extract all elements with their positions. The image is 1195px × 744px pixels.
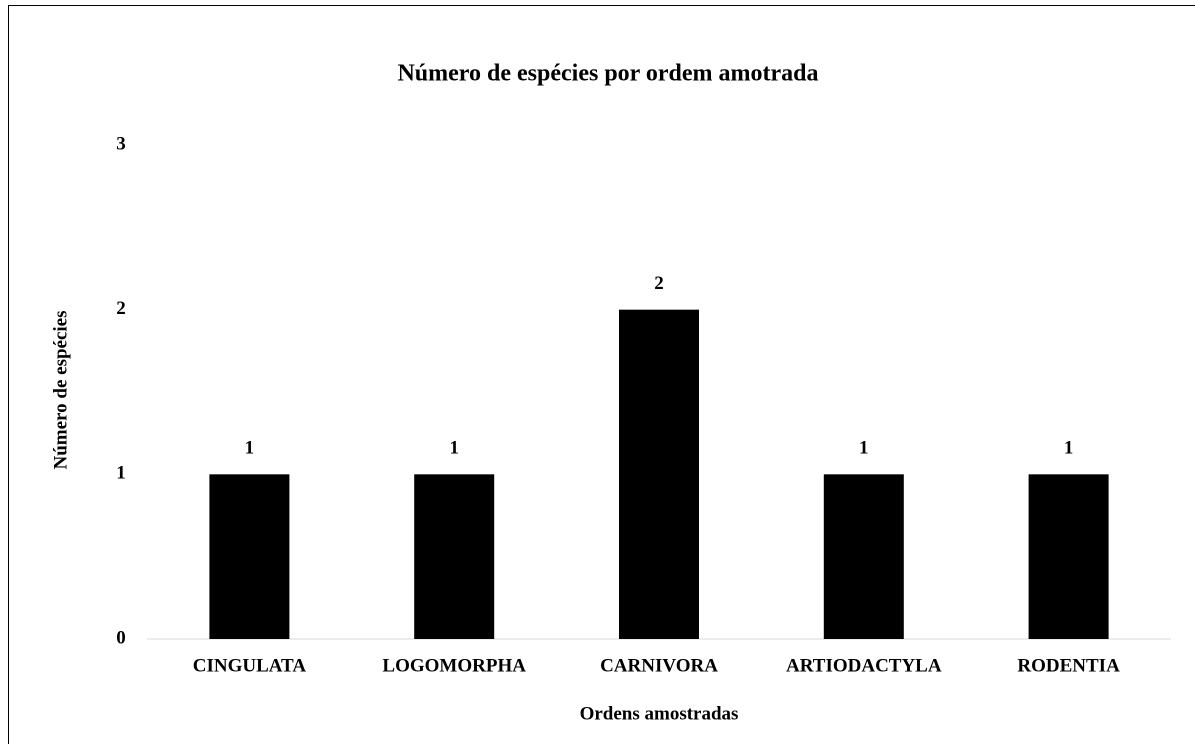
data-label: 2 xyxy=(654,273,664,294)
data-label: 1 xyxy=(1064,438,1074,459)
data-label: 1 xyxy=(245,438,255,459)
bar xyxy=(414,474,495,639)
bar xyxy=(823,474,904,639)
bar xyxy=(209,474,290,639)
x-tick-label: LOGOMORPHA xyxy=(382,655,526,676)
y-tick-label: 0 xyxy=(116,627,126,648)
y-tick-label: 1 xyxy=(116,463,126,484)
chart-frame xyxy=(8,5,1195,744)
data-label: 1 xyxy=(449,438,459,459)
y-tick-label: 2 xyxy=(116,298,126,319)
x-tick-label: RODENTIA xyxy=(1017,655,1120,676)
x-tick-label: ARTIODACTYLA xyxy=(786,655,942,676)
x-tick-label: CARNIVORA xyxy=(600,655,718,676)
y-axis-label: Número de espécies xyxy=(50,310,71,469)
y-tick-label: 3 xyxy=(116,133,126,154)
chart-title: Número de espécies por ordem amotrada xyxy=(397,61,818,87)
bar xyxy=(1028,474,1109,639)
bar xyxy=(619,309,699,639)
x-tick-label: CINGULATA xyxy=(193,655,307,676)
x-axis-label: Ordens amostradas xyxy=(580,703,739,724)
data-label: 1 xyxy=(859,438,869,459)
